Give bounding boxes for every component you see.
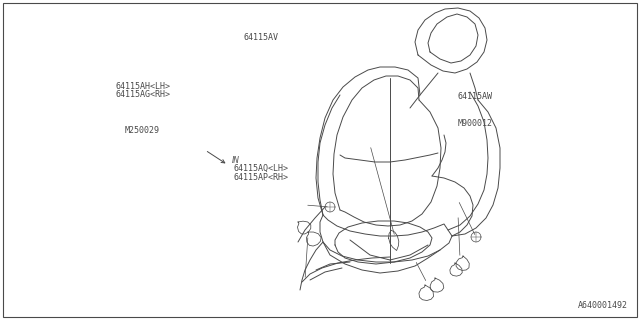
Text: 64115AQ<LH>: 64115AQ<LH> [234,164,289,172]
Text: IN: IN [232,156,240,164]
Text: 64115AV: 64115AV [243,33,278,42]
Text: A640001492: A640001492 [578,301,628,310]
Text: M250029: M250029 [125,126,160,135]
Text: 64115AG<RH>: 64115AG<RH> [115,90,170,99]
Text: 64115AH<LH>: 64115AH<LH> [115,82,170,91]
Text: 64115AP<RH>: 64115AP<RH> [234,173,289,182]
Text: 64115AW: 64115AW [458,92,493,100]
Text: M900012: M900012 [458,119,493,128]
